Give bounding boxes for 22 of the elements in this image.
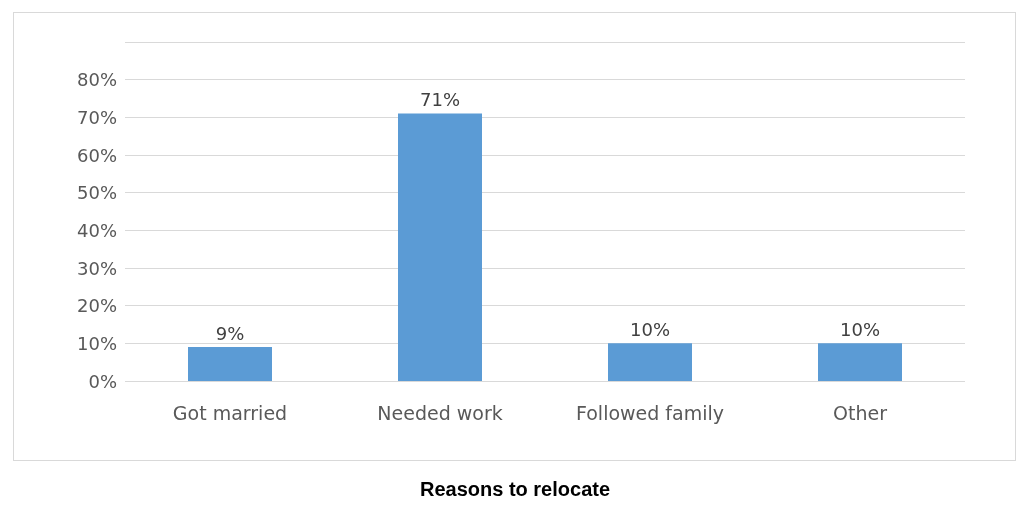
x-tick-label: Needed work [377,401,503,424]
y-tick-label: 50% [76,182,117,204]
text: Reasons to relocate [419,478,611,500]
bar [398,113,482,381]
data-label: 71% [419,89,461,111]
y-tick-label: 0% [88,370,117,392]
y-tick-label: 20% [76,295,117,317]
data-label: 10% [839,318,881,340]
bar [608,343,692,381]
y-tick-label: 40% [76,219,117,241]
x-tick-label: Other [833,401,888,424]
x-tick-label: Followed family [575,401,725,424]
y-tick-label: 10% [76,332,117,354]
y-tick-label: 30% [76,257,117,279]
y-tick-label: 70% [76,106,117,128]
y-tick-label: 60% [76,144,117,166]
data-label: 10% [629,318,671,340]
x-tick-label: Got married [172,401,288,424]
bar [818,343,902,381]
y-tick-label: 80% [76,69,117,91]
bar [188,347,272,381]
data-label: 9% [215,322,245,344]
